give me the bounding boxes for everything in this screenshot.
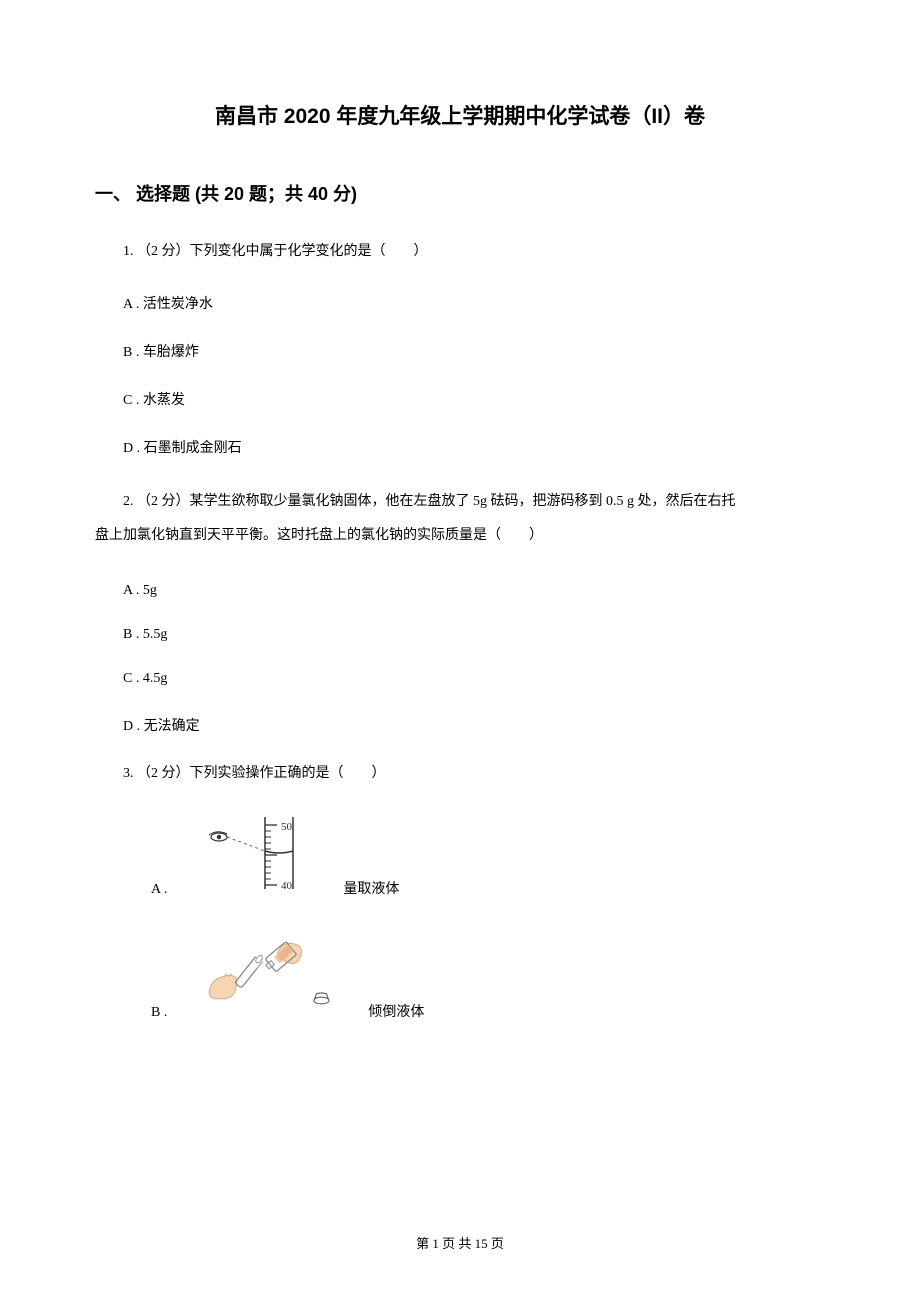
q3-option-b: B . 倾倒液体 <box>95 926 825 1021</box>
q3-option-a-caption: 量取液体 <box>315 878 399 898</box>
q1-stem: 1. （2 分）下列变化中属于化学变化的是（ ） <box>95 241 825 263</box>
svg-text:50: 50 <box>281 821 293 833</box>
q3-option-a: A . 50 40 <box>95 815 825 898</box>
q1-option-b: B . 车胎爆炸 <box>95 341 825 361</box>
q2-option-b: B . 5.5g <box>95 627 825 643</box>
q2-stem-line1: 2. （2 分）某学生欲称取少量氯化钠固体，他在左盘放了 5g 砝码，把游码移到… <box>95 485 825 519</box>
q1-option-d: D . 石墨制成金刚石 <box>95 437 825 457</box>
q3-option-b-caption: 倾倒液体 <box>340 1001 424 1021</box>
section-heading: 一、 选择题 (共 20 题；共 40 分) <box>95 180 825 206</box>
q3-option-a-label: A . <box>95 882 167 898</box>
q1-option-c: C . 水蒸发 <box>95 389 825 409</box>
svg-text:40: 40 <box>281 880 293 892</box>
q1-option-a: A . 活性炭净水 <box>95 293 825 313</box>
page-footer: 第 1 页 共 15 页 <box>0 1233 920 1252</box>
q2-option-c: C . 4.5g <box>95 671 825 687</box>
page-title: 南昌市 2020 年度九年级上学期期中化学试卷（II）卷 <box>95 100 825 130</box>
q2-option-d: D . 无法确定 <box>95 715 825 735</box>
q2-stem: 2. （2 分）某学生欲称取少量氯化钠固体，他在左盘放了 5g 砝码，把游码移到… <box>95 485 825 552</box>
q2-stem-line2: 盘上加氯化钠直到天平平衡。这时托盘上的氯化钠的实际质量是（ ） <box>95 528 543 543</box>
pour-diagram <box>177 926 340 1021</box>
q2-option-a: A . 5g <box>95 583 825 599</box>
q3-option-b-label: B . <box>95 1005 167 1021</box>
cylinder-diagram: 50 40 <box>177 815 315 898</box>
q3-stem: 3. （2 分）下列实验操作正确的是（ ） <box>95 763 825 785</box>
